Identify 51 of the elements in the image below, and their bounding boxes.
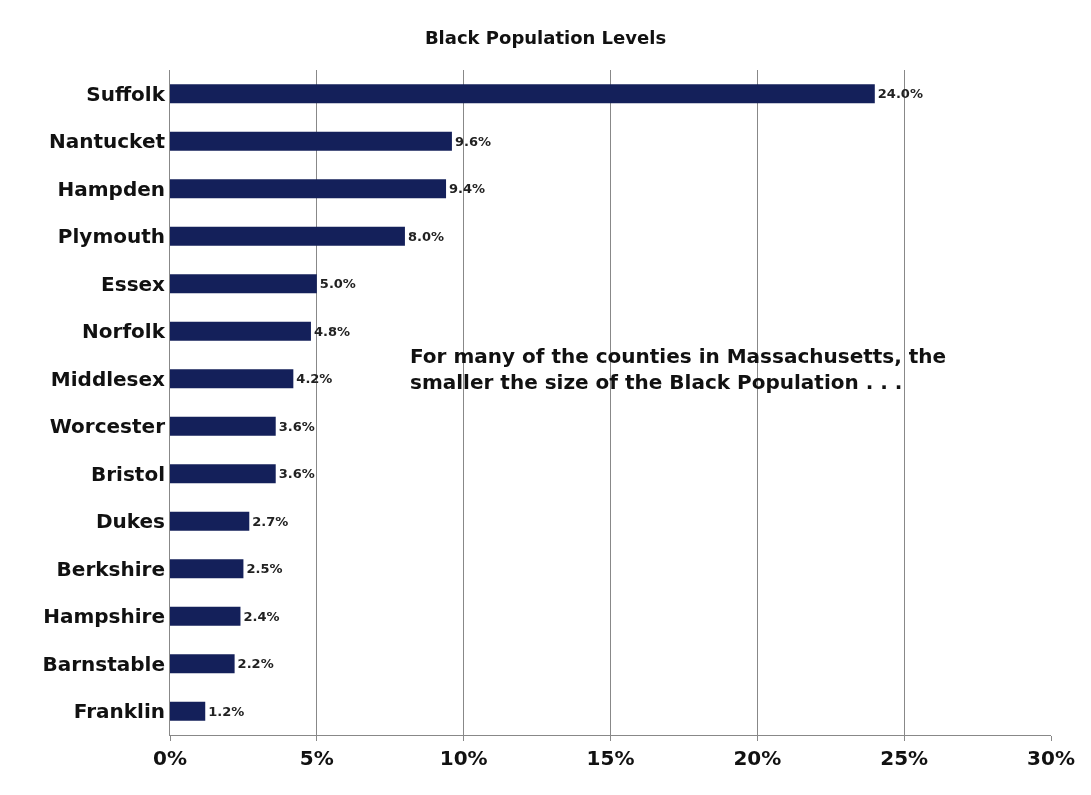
bar	[170, 464, 276, 484]
y-tick-label: Hampden	[57, 176, 165, 201]
bar	[170, 131, 452, 151]
data-label: 4.8%	[313, 323, 351, 339]
x-tick-label: 25%	[880, 746, 929, 770]
bar	[170, 84, 875, 104]
data-label: 3.6%	[278, 466, 315, 482]
y-tick-label: Norfolk	[82, 319, 166, 344]
x-tick-label: 20%	[733, 746, 782, 770]
bar	[170, 511, 250, 531]
data-label: 1.2%	[208, 703, 245, 719]
y-tick-label: Worcester	[49, 414, 166, 439]
y-tick-label: Bristol	[90, 461, 165, 486]
bar	[170, 274, 317, 294]
data-label: 9.4%	[449, 181, 486, 197]
data-label: 8.0%	[407, 228, 444, 244]
data-label: 2.2%	[237, 656, 274, 672]
data-label: 4.2%	[296, 371, 333, 387]
y-tick-label: Nantucket	[48, 129, 166, 154]
bar	[170, 701, 206, 721]
y-tick-label: Middlesex	[50, 366, 166, 391]
data-label: 9.6%	[454, 133, 491, 149]
bar	[170, 416, 276, 436]
data-label: 2.5%	[246, 561, 283, 577]
bar	[170, 226, 405, 246]
y-tick-label: Hampshire	[43, 604, 165, 629]
data-label: 24.0%	[877, 86, 923, 102]
data-label: 2.4%	[243, 608, 280, 624]
bar	[170, 369, 294, 389]
data-label: 5.0%	[319, 276, 356, 292]
x-tick-label: 15%	[586, 746, 635, 770]
y-tick-label: Dukes	[95, 509, 165, 534]
y-tick-label: Plymouth	[57, 224, 165, 249]
x-tick-label: 30%	[1027, 746, 1075, 770]
bar	[170, 179, 447, 199]
bar	[170, 606, 241, 626]
y-tick-label: Suffolk	[86, 81, 166, 106]
y-tick-label: Barnstable	[42, 651, 165, 676]
bar	[170, 559, 244, 579]
chart-title: Black Population Levels	[424, 27, 667, 49]
x-tick-label: 0%	[153, 746, 187, 770]
bar	[170, 654, 235, 674]
y-tick-label: Essex	[101, 271, 166, 296]
y-tick-label: Berkshire	[56, 556, 165, 581]
y-tick-label: Franklin	[73, 699, 165, 724]
data-label: 2.7%	[252, 513, 289, 529]
x-tick-label: 5%	[299, 746, 334, 770]
x-tick-label: 10%	[439, 746, 488, 770]
data-label: 3.6%	[278, 418, 315, 434]
annotation: For many of the counties in Massachusetts, the smaller the size of the Black Population . . .	[410, 344, 947, 394]
bar	[170, 321, 311, 341]
